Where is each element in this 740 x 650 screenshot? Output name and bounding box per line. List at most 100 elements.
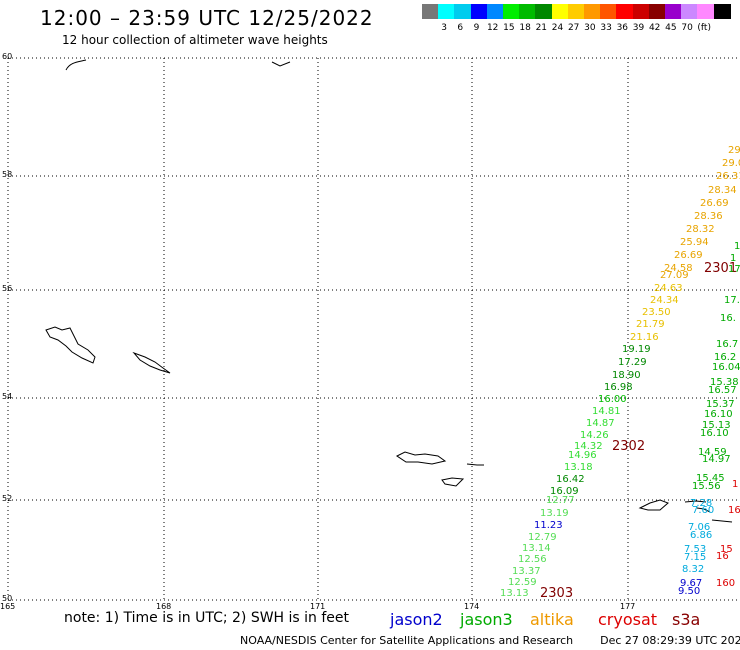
track-labels: 2301 2302 2303 [540, 261, 737, 601]
latitude-label: 60 [2, 52, 12, 61]
wave-height-value: 23.50 [642, 307, 671, 318]
scale-swatch [632, 4, 650, 19]
longitude-label: 171 [310, 602, 325, 611]
scale-label: 6 [457, 23, 464, 33]
wave-height-value: 29. [728, 145, 740, 156]
wave-height-value: 8.32 [682, 564, 704, 575]
wave-height-value: 16.42 [556, 474, 585, 485]
wave-height-value: 26.69 [674, 250, 703, 261]
wave-height-value: 6.86 [690, 530, 712, 541]
wave-height-value: 14.32 [574, 441, 603, 452]
scale-label: 12 [486, 23, 499, 33]
wave-height-value: 7.60 [692, 505, 714, 516]
wave-height-value: 13.14 [522, 543, 551, 554]
legend-jason3: jason3 [460, 610, 513, 629]
wave-height-value: 21.79 [636, 319, 665, 330]
scale-swatch [697, 4, 715, 19]
coastline-north-1 [65, 59, 87, 71]
island-rat-3 [441, 477, 465, 487]
wave-height-value: 13.13 [500, 588, 529, 599]
wave-height-value: 14.97 [702, 454, 731, 465]
scale-label: 39 [632, 23, 645, 33]
wave-height-value: 19.19 [622, 344, 651, 355]
scale-label: 15 [503, 23, 515, 33]
scale-swatch [665, 4, 682, 19]
scale-label: 21 [535, 23, 548, 33]
wave-height-value: 11.23 [534, 520, 563, 531]
scale-label: 36 [616, 23, 629, 33]
scale-label: 30 [584, 23, 596, 33]
wave-height-value: 26.69 [700, 198, 729, 209]
wave-height-value: 16.2 [714, 352, 736, 363]
wave-height-value: 16.57 [708, 385, 737, 396]
wave-height-value: 1 [734, 241, 740, 252]
track-label: 2301 [704, 261, 737, 276]
wave-height-value: 17.29 [618, 357, 647, 368]
wave-height-value: 16.10 [704, 409, 733, 420]
island-attu [45, 326, 96, 364]
timestamp: Dec 27 08:29:39 UTC 2022 [600, 634, 740, 647]
wave-height-value: 13.37 [512, 566, 541, 577]
scale-swatch [503, 4, 520, 19]
island-rat-2 [466, 463, 484, 466]
wave-height-value: 15.13 [702, 420, 731, 431]
wave-height-value: 14.26 [580, 430, 609, 441]
latitude-label: 52 [2, 494, 12, 503]
scale-swatch [584, 4, 601, 19]
wave-height-value: 14.81 [592, 406, 621, 417]
wave-height-value: 28.36 [694, 211, 723, 222]
scale-swatch [567, 4, 585, 19]
wave-height-value: 7.15 [684, 552, 706, 563]
scale-swatch [519, 4, 537, 19]
wave-height-value: 13.18 [564, 462, 593, 473]
wave-height-value: 12.77 [546, 495, 575, 506]
wave-height-value: 17 [728, 264, 740, 275]
wave-height-value: 15.45 [696, 473, 725, 484]
scale-swatch [438, 4, 456, 19]
island-rat-4 [638, 499, 669, 511]
wave-height-value: 1 [732, 479, 738, 490]
wave-height-value: 15.37 [706, 399, 735, 410]
wave-height-value: 16.04 [712, 362, 740, 373]
scale-swatch [713, 4, 731, 19]
track-label: 2302 [612, 439, 645, 454]
legend-jason2: jason2 [390, 610, 443, 629]
legend-s3a: s3a [672, 610, 701, 629]
wave-height-value: 15.38 [710, 377, 739, 388]
wave-height-value: 15 [720, 544, 733, 555]
scale-swatch [422, 4, 439, 19]
wave-height-value: 9.50 [678, 586, 700, 597]
scale-label: 33 [600, 23, 612, 33]
wave-height-value: 9.67 [680, 578, 702, 589]
wave-height-value: 17. [724, 295, 740, 306]
latitude-label: 56 [2, 284, 12, 293]
coastlines [45, 59, 733, 523]
wave-height-value: 29.0 [722, 158, 740, 169]
wave-height-value: 16.00 [598, 394, 627, 405]
scale-swatch [486, 4, 504, 19]
wave-height-value: 18.90 [612, 370, 641, 381]
legend-altika: altika [530, 610, 574, 629]
wave-height-value: 16.09 [550, 486, 579, 497]
wave-height-value: 15.56 [692, 481, 721, 492]
longitude-label: 174 [464, 602, 479, 611]
wave-height-value: 28.34 [708, 185, 737, 196]
wave-height-value: 160 [716, 578, 735, 589]
latitude-label: 54 [2, 392, 12, 401]
island-andreanof-1 [684, 500, 707, 503]
scale-label: 9 [473, 23, 480, 33]
scale-swatch [648, 4, 666, 19]
island-andreanof-2 [696, 507, 711, 513]
coastline-north-2 [271, 61, 291, 67]
wave-height-value: 14.59 [698, 447, 727, 458]
scale-unit: (ft) [697, 23, 711, 33]
wave-height-value: 25.94 [680, 237, 709, 248]
wave-height-value: 13.19 [540, 508, 569, 519]
wave-height-value: 16.10 [700, 428, 729, 439]
latitude-label: 58 [2, 170, 12, 179]
wave-height-value: 26.31 [716, 171, 740, 182]
scale-label: 24 [551, 23, 564, 33]
longitude-label: 168 [156, 602, 171, 611]
